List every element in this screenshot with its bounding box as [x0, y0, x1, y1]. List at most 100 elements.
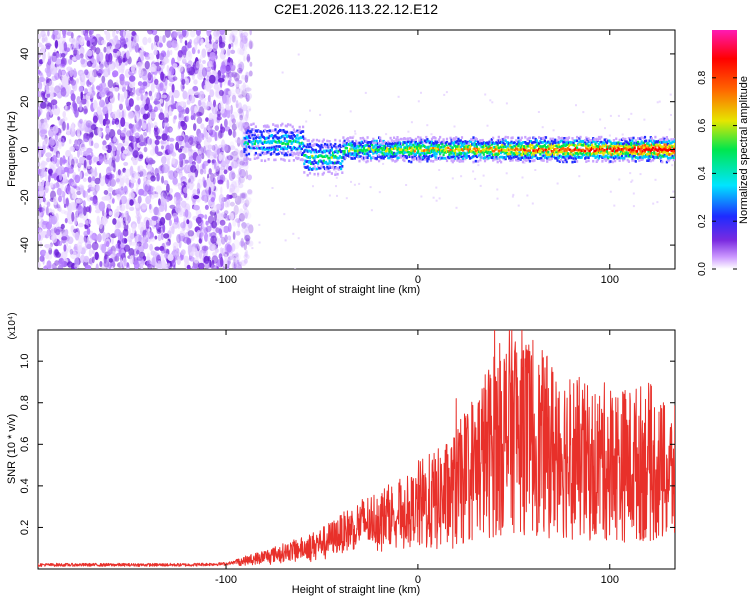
spectrogram-signal-cell [512, 159, 514, 162]
spectrogram-noise-cell [229, 213, 234, 221]
spectrogram-noise-cell [51, 62, 55, 69]
spectrogram-speck [575, 104, 577, 106]
spectrogram-signal-cell [484, 160, 486, 163]
spectrogram-noise-cell [199, 238, 202, 243]
spectrogram-signal-cell [337, 173, 339, 176]
spectrogram-noise-cell [154, 247, 160, 251]
spectrogram-signal-cell [272, 123, 274, 126]
spectrogram-noise-cell [186, 257, 189, 265]
spectrogram-speck [385, 133, 387, 135]
spectrogram-noise-cell [202, 177, 205, 184]
spectrogram-signal-cell [645, 140, 647, 143]
spectrogram-noise-cell [136, 250, 140, 255]
spectrogram-noise-cell [136, 187, 139, 195]
spectrogram-noise-cell [74, 140, 80, 150]
spectrogram-noise-cell [140, 52, 143, 61]
spectrogram-noise-cell [113, 136, 116, 143]
spectrogram-noise-cell [147, 158, 153, 165]
spectrogram-noise-cell [206, 43, 213, 52]
spectrogram-noise-cell [219, 103, 224, 109]
spectrogram-noise-cell [213, 36, 219, 40]
spectrogram-signal-cell [588, 160, 590, 163]
spectrogram-signal-cell [474, 147, 476, 150]
spectrogram-speck [312, 185, 314, 187]
spectrogram-signal-cell [303, 162, 305, 165]
spectrogram-signal-cell [584, 139, 586, 142]
spectrogram-noise-cell [92, 84, 95, 92]
spectrogram-noise-cell [209, 75, 216, 84]
spectrogram-speck [251, 247, 253, 249]
spectrogram-noise-cell [97, 127, 100, 136]
spectrogram-signal-cell [533, 159, 535, 162]
spectrogram-signal-cell [670, 138, 672, 141]
spectrogram-speck [258, 224, 260, 226]
spectrogram-noise-cell [55, 252, 61, 258]
spectrogram-noise-cell [60, 64, 65, 68]
spectrogram-noise-cell [151, 216, 158, 221]
spectrogram-signal-cell [476, 138, 478, 141]
spectrogram-signal-cell [307, 143, 309, 146]
spectrogram-noise-cell [213, 61, 216, 71]
spectrogram-noise-cell [162, 35, 166, 43]
spectrogram-noise-cell [200, 54, 203, 59]
spectrogram-speck [354, 130, 356, 132]
spectrogram-noise-cell [146, 220, 150, 230]
spectrogram-noise-cell [200, 123, 204, 129]
spectrogram-noise-cell [55, 229, 60, 235]
spectrogram-noise-cell [132, 224, 136, 234]
spectrogram-speck [610, 115, 612, 117]
spectrogram-noise-cell [139, 154, 143, 159]
spectrogram-noise-cell [147, 253, 150, 261]
spectrogram-noise-cell [202, 246, 209, 251]
spectrogram-speck [439, 197, 441, 199]
spectrogram-signal-cell [317, 173, 319, 176]
spectrogram-signal-cell [400, 138, 402, 141]
spectrogram-noise-cell [147, 27, 154, 35]
spectrogram-noise-cell [65, 218, 68, 223]
spectrogram-noise-cell [174, 115, 177, 119]
spectrogram-noise-cell [138, 69, 144, 77]
spectrogram-speck [672, 191, 674, 193]
spectrogram-signal-cell [282, 151, 284, 154]
spectrogram-noise-cell [48, 208, 52, 213]
spectrogram-signal-cell [630, 142, 632, 145]
spectrogram-noise-cell [39, 204, 42, 213]
spectrogram-noise-cell [214, 213, 217, 222]
spectrogram-noise-cell [230, 184, 236, 193]
spectrogram-noise-cell [234, 150, 240, 157]
spectrogram-signal-cell [289, 146, 291, 149]
spectrogram-noise-cell [90, 197, 96, 201]
spectrogram-signal-cell [280, 158, 282, 161]
spectrogram-noise-cell [135, 105, 140, 112]
spectrogram-noise-cell [179, 173, 183, 178]
spectrogram-noise-cell [130, 255, 134, 264]
spectrogram-speck [487, 125, 489, 127]
spectrogram-signal-cell [277, 125, 279, 128]
spectrogram-noise-cell [90, 234, 97, 239]
spectrogram-noise-cell [231, 114, 235, 122]
spectrogram-signal-cell [244, 148, 246, 151]
spectrogram-noise-cell [61, 224, 65, 229]
spectrogram-noise-cell [148, 194, 155, 199]
spectrogram-noise-cell [47, 202, 51, 208]
spectrogram-signal-cell [661, 161, 663, 164]
spectrogram-noise-cell [238, 177, 241, 185]
spectrogram-noise-cell [67, 123, 69, 130]
spectrogram-signal-cell [300, 151, 302, 154]
spectrogram-noise-cell [224, 235, 227, 243]
spectrogram-noise-cell [148, 37, 152, 43]
spectrogram-signal-cell [674, 140, 676, 143]
spectrogram-speck [305, 121, 307, 123]
spectrogram-noise-cell [109, 64, 114, 71]
spectrogram-noise-cell [177, 135, 182, 141]
spectrogram-noise-cell [163, 122, 170, 127]
spectrogram-signal-cell [253, 137, 255, 140]
spectrogram-noise-cell [79, 86, 84, 93]
spectrogram-signal-cell [246, 154, 248, 157]
spectrogram-signal-cell [623, 157, 625, 160]
spectrogram-noise-cell [141, 203, 147, 210]
spectrogram-noise-cell [71, 225, 74, 229]
spectrogram-noise-cell [193, 91, 199, 95]
spectrogram-noise-cell [47, 229, 50, 238]
spectrogram-noise-cell [129, 128, 133, 136]
